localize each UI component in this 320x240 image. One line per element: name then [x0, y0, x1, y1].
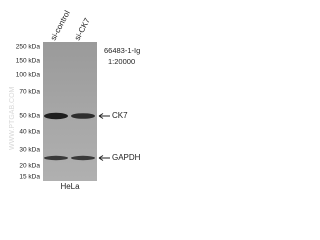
band: [71, 155, 95, 161]
watermark: WWW.PTGAB.COM: [9, 86, 16, 150]
dilution: 1:20000: [108, 57, 135, 66]
marker-label: 70 kDa: [19, 89, 40, 96]
lane-label: si-CK7: [73, 16, 92, 42]
marker-label: 50 kDa: [19, 113, 40, 120]
marker-label: 100 kDa: [16, 72, 41, 79]
band: [71, 113, 95, 119]
band-label: GAPDH: [112, 153, 141, 162]
lane-label: si-control: [49, 9, 72, 42]
arrow: [98, 155, 110, 161]
marker-label: 30 kDa: [19, 147, 40, 154]
band-label: CK7: [112, 111, 128, 120]
arrow: [98, 113, 110, 119]
western-blot: WWW.PTGAB.COM si-control si-CK7 66483-1-…: [9, 9, 141, 191]
marker-label: 250 kDa: [16, 44, 41, 51]
antibody: 66483-1-Ig: [104, 46, 140, 55]
marker-label: 20 kDa: [19, 163, 40, 170]
marker-label: 15 kDa: [19, 174, 40, 181]
sample-label: HeLa: [60, 182, 80, 191]
blot-membrane: [43, 42, 97, 181]
band: [44, 112, 68, 120]
marker-label: 40 kDa: [19, 129, 40, 136]
marker-label: 150 kDa: [16, 58, 41, 65]
band: [44, 155, 68, 161]
